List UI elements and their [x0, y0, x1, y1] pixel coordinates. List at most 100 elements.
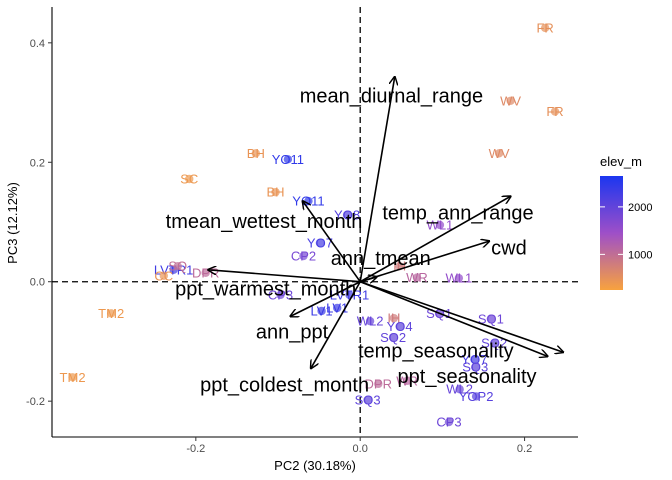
point-label: TM2: [98, 306, 124, 321]
point-label: SC: [180, 172, 198, 187]
vector-arrow: [359, 196, 510, 283]
point-label: YO7: [307, 235, 333, 250]
data-point: CP2: [291, 249, 316, 264]
point-marker: [471, 362, 480, 372]
data-point: SQ2: [481, 336, 507, 351]
point-marker: [251, 149, 261, 158]
vector-label: ppt_warmest_month: [175, 278, 356, 300]
point-marker: [489, 339, 499, 348]
point-label: YO11: [272, 152, 304, 167]
point-label: BH: [267, 185, 285, 200]
point-label: SQ2: [380, 330, 406, 345]
point-marker: [486, 314, 496, 323]
point-marker: [470, 355, 479, 364]
data-point: IH: [387, 311, 400, 326]
y-tick-label: 0.2: [30, 157, 45, 169]
point-marker: [374, 379, 383, 389]
vector-label: ppt_coldest_month: [200, 374, 369, 396]
loading-vector: temp_ann_range: [359, 196, 534, 283]
y-tick-label: 0.0: [30, 277, 45, 289]
x-tick-label: -0.2: [186, 443, 205, 455]
loading-vector: temp_seasonality: [358, 280, 548, 362]
data-point: SC: [180, 172, 198, 187]
point-marker: [471, 392, 481, 401]
data-point: YO11: [272, 152, 304, 167]
point-marker: [455, 385, 464, 394]
point-label: WV: [500, 93, 521, 108]
data-point: CP3: [268, 287, 293, 302]
point-label: DPR: [365, 376, 392, 391]
point-marker: [332, 303, 342, 313]
vector-label: ppt_seasonality: [398, 366, 537, 388]
data-point: SQ3: [462, 360, 488, 375]
point-marker: [363, 395, 372, 405]
vector-label: temp_seasonality: [358, 340, 514, 362]
point-label: SQ3: [355, 392, 381, 407]
point-marker: [389, 313, 399, 323]
point-label: WR: [406, 270, 428, 285]
point-marker: [454, 273, 464, 283]
data-point: SQ: [168, 259, 187, 274]
data-point: CP3: [436, 415, 461, 430]
data-point: YOP2: [459, 389, 494, 404]
point-label: CP3: [268, 287, 293, 302]
data-point: TM2: [60, 370, 86, 385]
point-label: YO11: [292, 194, 324, 209]
point-marker: [315, 238, 325, 248]
loading-vector: ann_tmean: [331, 248, 431, 282]
point-marker: [68, 373, 77, 382]
point-marker: [444, 417, 454, 427]
vector-label: tmean_wettest_month: [166, 211, 363, 233]
point-marker: [395, 322, 404, 331]
data-point: FR: [546, 104, 563, 119]
x-tick-label: 0.0: [353, 443, 368, 455]
data-point: SQ3: [355, 392, 381, 407]
point-marker: [540, 23, 550, 33]
point-label: LV1: [310, 303, 332, 318]
data-point: WL2: [357, 314, 384, 329]
data-point: WV: [489, 146, 510, 161]
point-label: WL2: [446, 382, 473, 397]
point-label: WL2: [357, 314, 384, 329]
data-point: SQ1: [478, 311, 504, 326]
data-point: LV1: [310, 303, 332, 318]
vector-arrow: [208, 270, 361, 283]
data-point: YO8: [334, 207, 360, 222]
vector-arrow: [359, 280, 547, 357]
data-point: TM2: [98, 306, 124, 321]
point-label: SQ: [168, 259, 187, 274]
point-marker: [283, 155, 293, 164]
vector-label: mean_diurnal_range: [300, 85, 483, 107]
vector-label: ann_tmean: [331, 248, 431, 270]
point-marker: [402, 376, 412, 386]
x-tick-label: 0.2: [517, 443, 532, 455]
point-label: TM2: [60, 370, 86, 385]
point-marker: [550, 107, 560, 116]
point-marker: [317, 306, 326, 316]
point-marker: [276, 290, 285, 300]
vector-arrow: [311, 281, 361, 369]
data-point: CC: [154, 268, 173, 283]
legend: elev_m 1000 2000: [600, 154, 652, 290]
point-label: CP3: [436, 415, 461, 430]
point-label: SQ1: [478, 311, 504, 326]
point-label: CP2: [291, 249, 316, 264]
point-marker: [159, 271, 168, 280]
loading-vector: ann_ppt: [256, 281, 361, 343]
point-marker: [299, 251, 308, 261]
legend-tick-label: 2000: [628, 202, 652, 214]
point-label: WL1: [427, 217, 454, 232]
point-label: YO7: [461, 352, 487, 367]
legend-tick-label: 1000: [628, 249, 652, 261]
point-label: YO4: [387, 319, 413, 334]
point-marker: [506, 96, 515, 105]
data-point: WL1: [445, 271, 472, 286]
data-point: SQ2: [380, 330, 406, 345]
point-marker: [412, 273, 422, 282]
point-label: SQ3: [462, 360, 488, 375]
vector-label: ann_ppt: [256, 321, 329, 343]
vector-arrow: [359, 77, 395, 282]
data-point: YO7: [461, 352, 487, 367]
point-marker: [494, 149, 504, 158]
